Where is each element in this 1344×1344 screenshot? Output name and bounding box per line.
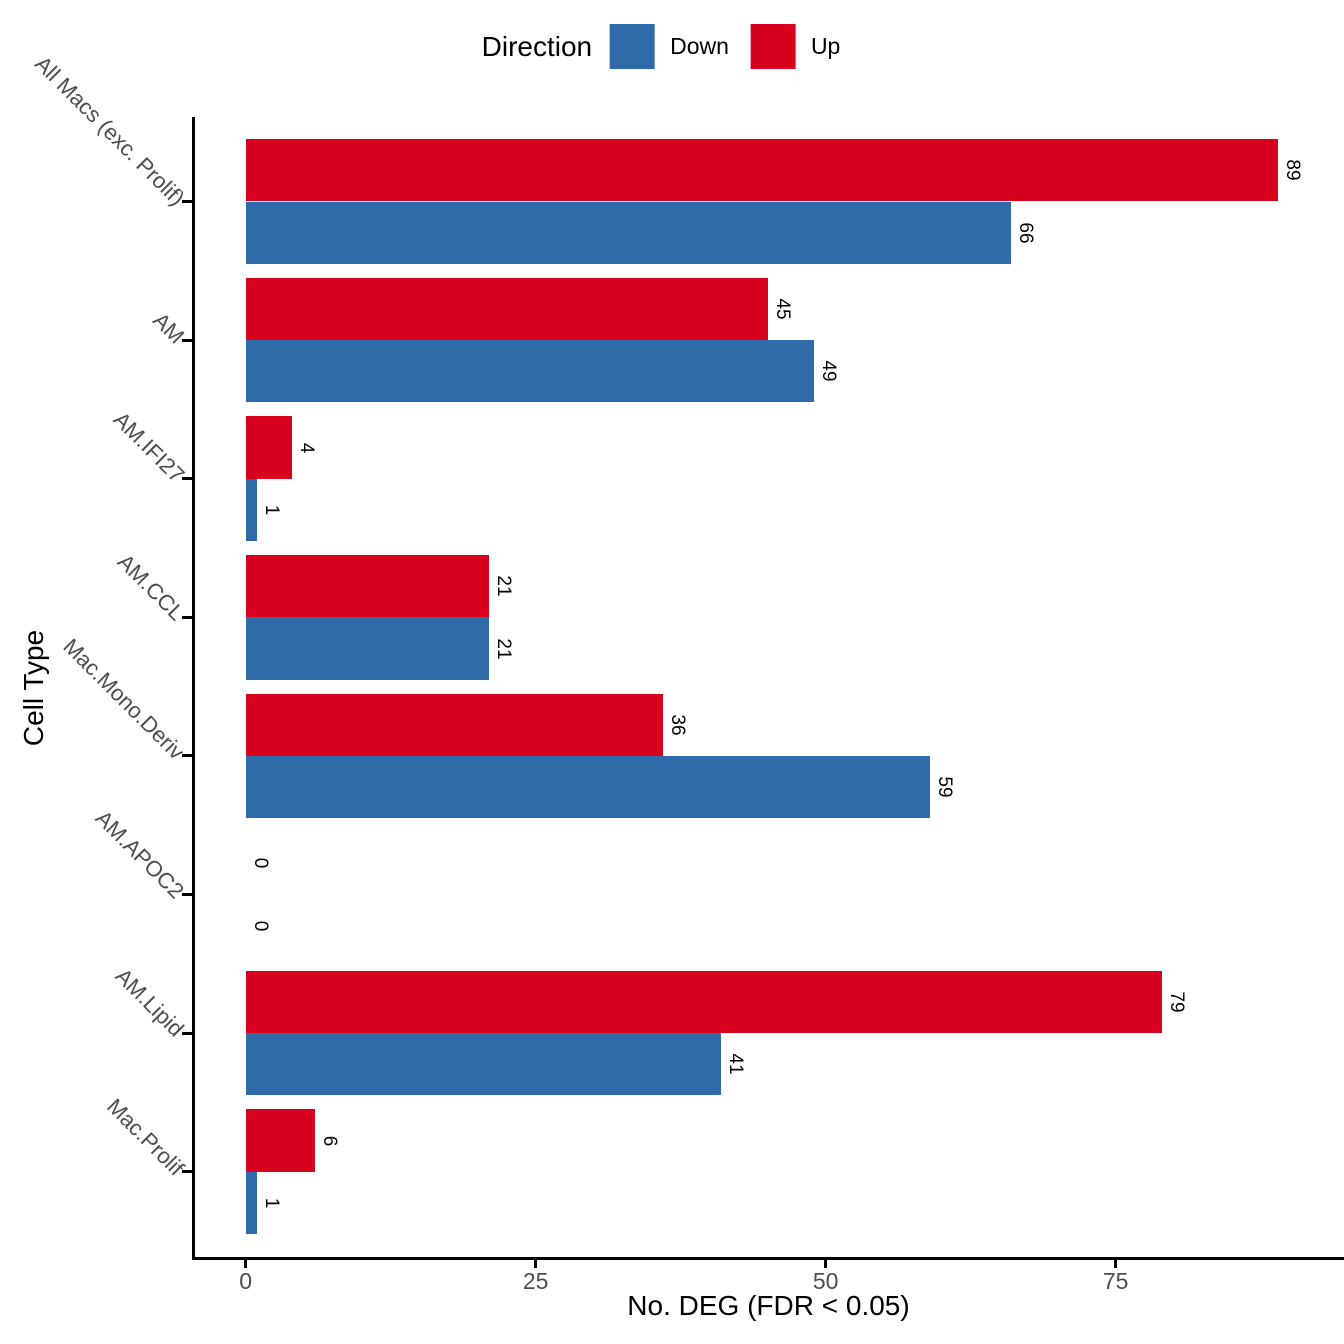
- bar-up: [245, 693, 664, 756]
- bar-value-label: 41: [725, 1053, 747, 1075]
- category-label: AM: [148, 307, 190, 349]
- bar-value-label: 36: [667, 714, 689, 736]
- category-label: Mac.Mono.Deriv: [58, 633, 190, 765]
- bar-value-label: 0: [249, 920, 271, 931]
- bar-up: [245, 1109, 316, 1172]
- category-label: AM.APOC2: [91, 804, 190, 903]
- x-tick-label: 50: [812, 1268, 839, 1294]
- legend-title: Direction: [481, 30, 593, 62]
- y-axis-line: [192, 117, 195, 1260]
- legend-item-up: Up: [750, 24, 841, 69]
- bar-up: [245, 554, 490, 618]
- category-label: Mac.Prolif: [102, 1093, 190, 1181]
- bar-value-label: 66: [1015, 222, 1037, 244]
- bar-value-label: 1: [261, 504, 283, 516]
- bar-value-label: 0: [249, 858, 271, 869]
- bar-down: [245, 1033, 722, 1096]
- x-axis-line: [192, 1257, 1344, 1260]
- y-tick: [182, 754, 192, 758]
- y-axis-title: Cell Type: [18, 629, 49, 747]
- x-tick-label: 75: [1102, 1268, 1129, 1294]
- legend-item-down: Down: [610, 24, 729, 69]
- y-tick: [182, 477, 192, 481]
- bar-down: [245, 1171, 258, 1235]
- category-label: AM.IFI27: [108, 406, 190, 488]
- legend-label-up: Up: [810, 33, 841, 59]
- bar-value-label: 21: [493, 575, 515, 597]
- bar-value-label: 79: [1166, 991, 1188, 1013]
- x-axis-title: No. DEG (FDR < 0.05): [627, 1290, 910, 1321]
- legend: Direction Down Up: [482, 24, 863, 69]
- legend-key-up-swatch: [750, 24, 796, 69]
- y-tick: [182, 1170, 192, 1174]
- bar-value-label: 21: [493, 637, 515, 660]
- bar-up: [245, 416, 293, 479]
- bar-up: [245, 970, 1163, 1034]
- x-tick: [1114, 1259, 1118, 1268]
- bar-value-label: 49: [818, 360, 840, 382]
- bar-down: [245, 755, 931, 819]
- bar-value-label: 4: [296, 442, 318, 453]
- bar-value-label: 45: [771, 298, 793, 320]
- x-tick: [534, 1259, 538, 1268]
- bar-down: [245, 340, 815, 403]
- category-label: AM.Lipid: [110, 963, 190, 1042]
- bar-up: [245, 277, 768, 341]
- legend-label-down: Down: [670, 33, 729, 59]
- bar-down: [245, 201, 1012, 264]
- category-label: All Macs (exc. Prolif): [29, 50, 190, 210]
- bar-value-label: 89: [1282, 159, 1304, 181]
- y-tick: [182, 615, 192, 619]
- bar-up: [245, 139, 1279, 202]
- bar-value-label: 1: [261, 1197, 283, 1209]
- category-label: AM.CCL: [112, 549, 190, 626]
- x-tick-label: 0: [239, 1268, 253, 1294]
- x-tick: [244, 1259, 248, 1268]
- bar-down: [245, 478, 258, 542]
- legend-key-down-swatch: [610, 24, 656, 69]
- bar-down: [245, 617, 490, 680]
- y-tick: [182, 338, 192, 342]
- y-tick: [182, 1031, 192, 1035]
- x-tick-label: 25: [522, 1268, 549, 1294]
- y-tick: [182, 200, 192, 203]
- y-tick: [182, 893, 192, 896]
- bar-value-label: 59: [934, 776, 956, 798]
- bar-value-label: 6: [319, 1135, 341, 1146]
- x-tick: [824, 1259, 828, 1268]
